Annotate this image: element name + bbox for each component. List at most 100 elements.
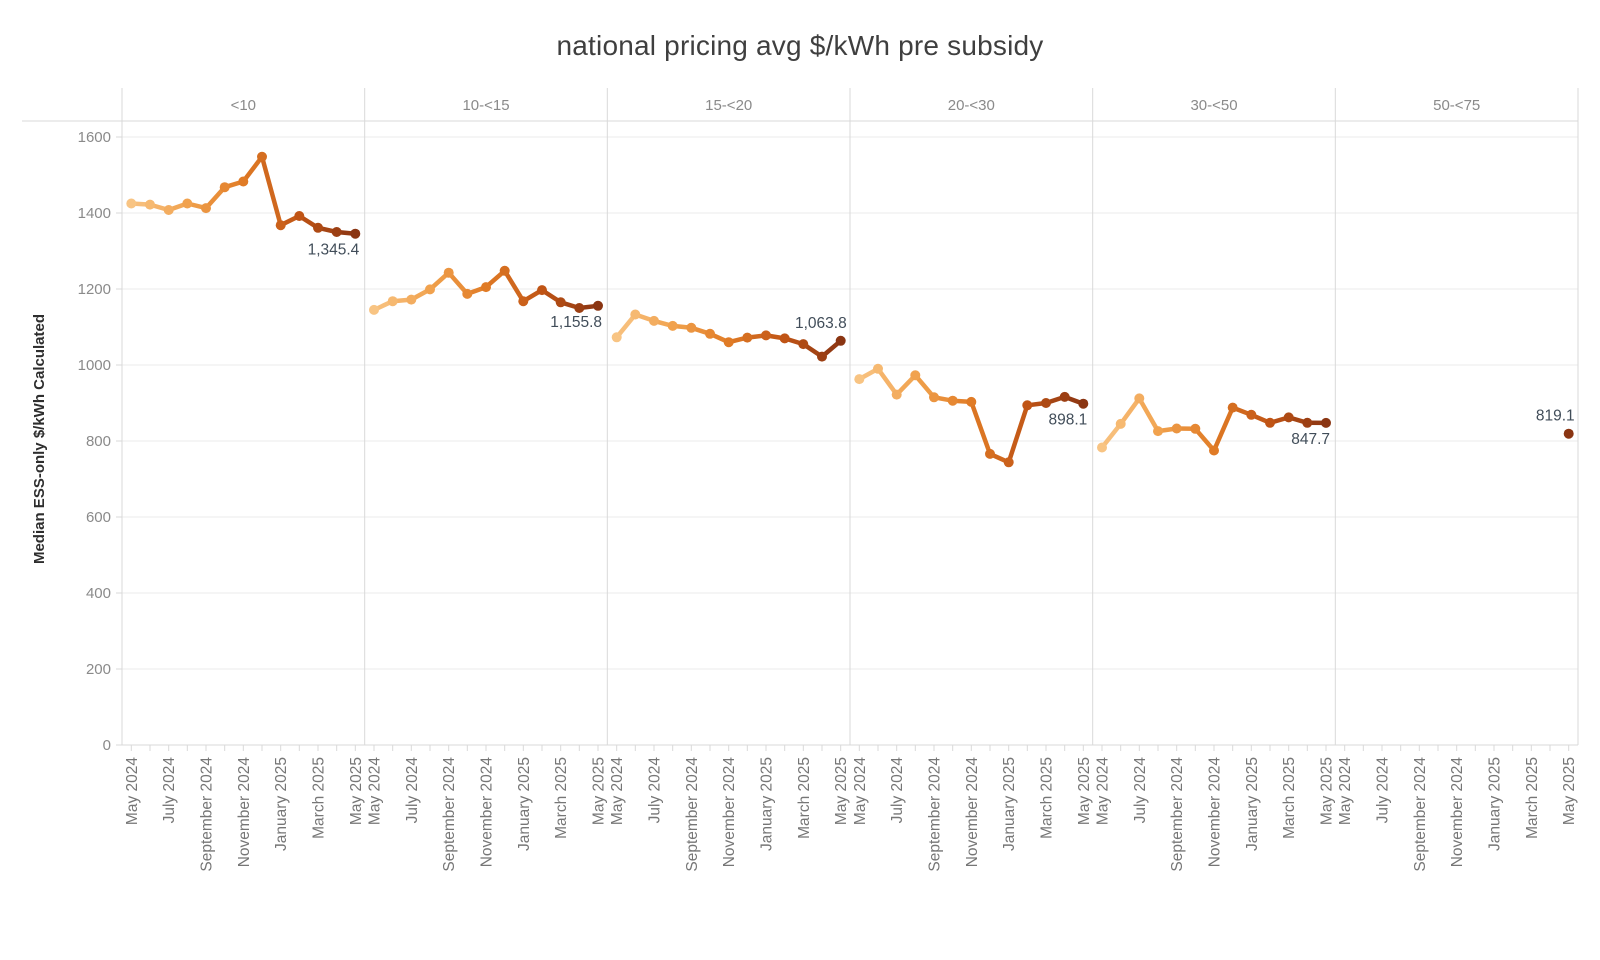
series-segment [1211, 405, 1235, 453]
data-point[interactable] [443, 267, 454, 278]
x-tick-label: March 2025 [553, 757, 570, 839]
data-point[interactable] [219, 182, 230, 193]
series-segment [241, 154, 265, 184]
x-tick-label: May 2024 [367, 757, 384, 825]
data-point[interactable] [705, 328, 715, 339]
y-tick-label: 200 [86, 661, 111, 678]
data-point[interactable] [779, 333, 790, 344]
panel-header: 50-<75 [1433, 97, 1480, 114]
data-point[interactable] [294, 211, 305, 221]
series-segment [969, 399, 993, 457]
data-point[interactable] [257, 151, 267, 162]
x-tick-label: January 2025 [1244, 757, 1261, 851]
data-point[interactable] [929, 392, 939, 403]
data-point[interactable] [667, 320, 678, 331]
data-point[interactable] [593, 300, 603, 311]
data-point[interactable] [742, 332, 753, 343]
data-point[interactable] [798, 339, 809, 350]
data-point[interactable] [1153, 426, 1163, 437]
x-tick-label: September 2024 [199, 757, 216, 872]
data-point[interactable] [1115, 418, 1126, 429]
x-tick-label: November 2024 [1449, 757, 1466, 868]
data-point[interactable] [387, 296, 398, 307]
data-point[interactable] [1246, 409, 1257, 420]
point-label: 1,155.8 [550, 314, 602, 331]
data-point[interactable] [1283, 412, 1294, 423]
panel-header: 15-<20 [705, 97, 752, 114]
x-tick-label: May 2024 [852, 757, 869, 825]
x-tick-label: March 2025 [1524, 757, 1541, 839]
data-point[interactable] [817, 351, 827, 362]
data-point[interactable] [835, 335, 846, 346]
data-point[interactable] [1003, 457, 1014, 468]
data-point[interactable] [910, 370, 921, 381]
data-point[interactable] [873, 363, 883, 374]
data-point[interactable] [350, 228, 361, 239]
data-point[interactable] [1302, 417, 1313, 428]
data-point[interactable] [611, 332, 622, 343]
x-tick-label: May 2025 [1561, 757, 1578, 825]
data-point[interactable] [331, 227, 342, 237]
series-segment [1006, 403, 1030, 465]
data-point[interactable] [1097, 442, 1107, 453]
data-point[interactable] [1563, 428, 1574, 439]
data-point[interactable] [369, 304, 379, 315]
data-point[interactable] [1321, 417, 1331, 428]
data-point[interactable] [145, 199, 155, 210]
series-segment [502, 268, 526, 304]
data-point[interactable] [462, 288, 473, 299]
data-point[interactable] [425, 284, 435, 295]
data-point[interactable] [686, 322, 697, 333]
data-point[interactable] [1209, 445, 1219, 456]
data-point[interactable] [201, 203, 211, 214]
series-segment [1137, 396, 1161, 434]
data-point[interactable] [1022, 400, 1033, 411]
x-tick-label: November 2024 [236, 757, 253, 868]
data-point[interactable] [966, 396, 977, 407]
data-point[interactable] [1134, 393, 1145, 404]
data-point[interactable] [555, 297, 566, 308]
data-point[interactable] [182, 198, 193, 209]
data-point[interactable] [406, 294, 417, 305]
series-segment [875, 366, 899, 397]
point-label: 847.7 [1291, 431, 1330, 448]
data-point[interactable] [630, 309, 641, 320]
data-point[interactable] [481, 282, 491, 293]
data-point[interactable] [947, 395, 958, 406]
y-tick-label: 1000 [78, 357, 111, 374]
data-point[interactable] [1041, 398, 1051, 408]
point-label: 1,345.4 [308, 242, 360, 259]
data-point[interactable] [854, 374, 865, 385]
data-point[interactable] [499, 265, 510, 276]
data-point[interactable] [891, 389, 902, 400]
panel-header: <10 [231, 97, 256, 114]
data-point[interactable] [518, 296, 529, 307]
data-point[interactable] [1265, 417, 1275, 428]
data-point[interactable] [275, 220, 286, 231]
x-tick-label: March 2025 [311, 757, 328, 839]
data-point[interactable] [537, 285, 547, 296]
panel-header: 30-<50 [1190, 97, 1237, 114]
data-point[interactable] [723, 337, 734, 348]
data-point[interactable] [649, 315, 659, 326]
data-point[interactable] [1190, 423, 1201, 434]
data-point[interactable] [574, 303, 585, 313]
data-point[interactable] [126, 198, 137, 209]
data-point[interactable] [761, 330, 771, 341]
x-tick-label: May 2025 [833, 757, 850, 825]
panel-header: 10-<15 [462, 97, 509, 114]
data-point[interactable] [1078, 398, 1089, 409]
data-point[interactable] [1171, 423, 1182, 434]
chart-title: national pricing avg $/kWh pre subsidy [556, 30, 1044, 61]
data-point[interactable] [238, 176, 249, 187]
data-point[interactable] [1227, 402, 1238, 413]
data-point[interactable] [985, 448, 995, 459]
data-point[interactable] [313, 222, 323, 233]
data-point[interactable] [1059, 391, 1070, 402]
y-tick-label: 800 [86, 433, 111, 450]
x-tick-label: March 2025 [1281, 757, 1298, 839]
x-tick-label: January 2025 [1001, 757, 1018, 851]
data-point[interactable] [163, 205, 174, 215]
point-label: 1,063.8 [795, 315, 847, 332]
